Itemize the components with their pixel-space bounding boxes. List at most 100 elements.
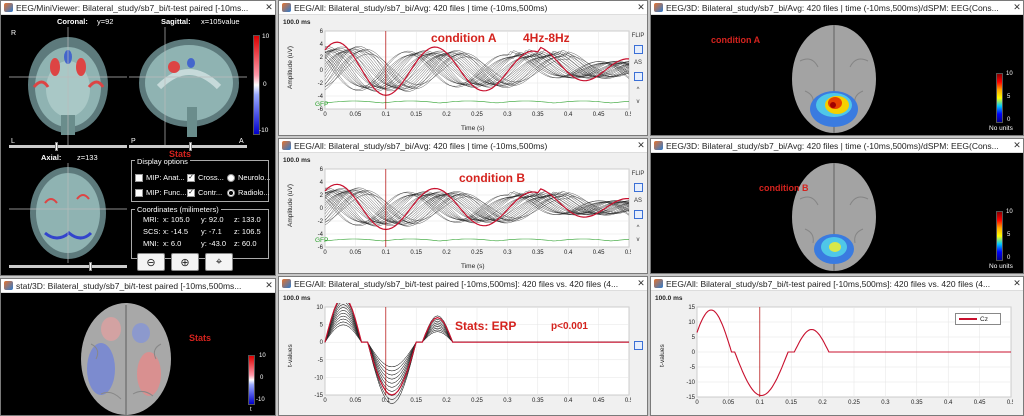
brain-render-a[interactable] [785,21,883,136]
x-tick-label: 0 [695,400,699,406]
brain-condition-a-window: EEG/3D: Bilateral_study/sb7_bi/Avg: 420 … [650,0,1024,136]
mip-anatomy-option[interactable]: MIP: Anat... [135,173,185,182]
scale-down-button[interactable]: v [636,237,640,243]
x-axis-label: Time (s) [461,125,485,132]
y-tick-label: -2 [318,219,324,225]
window-titlebar[interactable]: EEG/All: Bilateral_study/sb7_bi/Avg: 420… [279,139,647,153]
neurological-option[interactable]: Neurolo... [227,173,271,182]
close-icon[interactable]: ✕ [637,2,645,12]
close-icon[interactable]: ✕ [265,2,273,12]
zoom-out-button[interactable]: ⊖ [137,253,165,271]
flip-button[interactable]: FLIP [631,171,645,177]
contour-option[interactable]: ✓ Contr... [187,188,223,197]
window-titlebar[interactable]: EEG/All: Bilateral_study/sb7_bi/t-test p… [651,277,1023,291]
units-label: No units [989,263,1013,270]
window-titlebar[interactable]: EEG/3D: Bilateral_study/sb7_bi/Avg: 420 … [651,139,1023,153]
sagittal-slider[interactable] [129,142,247,151]
crosshair-option[interactable]: ✓ Cross... [187,173,224,182]
toggle-button[interactable] [633,210,643,219]
zoom-in-button[interactable]: ⊕ [171,253,199,271]
colorbar-zero: 0 [263,81,267,88]
window-titlebar[interactable]: stat/3D: Bilateral_study/sb7_bi/t-test p… [1,279,275,293]
close-icon[interactable]: ✕ [1013,2,1021,12]
x-tick-label: 0 [323,398,327,404]
gfp-trace [324,238,630,242]
stat-brain-render[interactable] [71,299,181,416]
toggle-button[interactable] [633,183,643,192]
x-tick-label: 0.2 [818,400,827,406]
colorbar-max: 10 [262,33,270,40]
close-icon[interactable]: ✕ [637,278,645,288]
stats-annotation: Stats: ERP [455,319,517,333]
close-icon[interactable]: ✕ [1013,140,1021,150]
erp-plot-a[interactable]: 0 0.05 0.1 0.15 0.2 0.25 0.3 0.35 0.4 0.45 0.5 6 4 2 0… [311,27,631,119]
window-title: EEG/All: Bilateral_study/sb7_bi/Avg: 420… [294,140,548,151]
x-tick-label: 0.4 [944,400,953,406]
channel-trace [324,190,630,225]
y-axis-label: Amplitude (uV) [287,184,294,227]
window-titlebar[interactable]: EEG/3D: Bilateral_study/sb7_bi/Avg: 420 … [651,1,1023,15]
app-icon [654,3,663,12]
gfp-trace [324,100,630,104]
zoom-in-icon: ⊕ [180,256,190,269]
y-axis-label: t-values [287,344,294,367]
erp-plot-b[interactable]: 0 0.05 0.1 0.15 0.2 0.25 0.3 0.35 0.4 0.45 0.5 6 4 2 0… [311,165,631,257]
autoscale-button[interactable]: AS [633,198,642,204]
toggle-button[interactable] [633,45,643,54]
x-tick-label: 0.05 [350,398,362,404]
channel-trace [324,187,630,227]
x-tick-label: 0.5 [625,112,631,118]
app-icon [282,279,291,288]
sagittal-value: x=105value [201,17,240,26]
scale-down-button[interactable]: v [636,99,640,105]
autoscale-button[interactable]: AS [633,60,642,66]
gfp-label: GFP [315,101,329,108]
mip-functional-option[interactable]: MIP: Func... [135,188,186,197]
y-tick-label: 0 [692,350,696,356]
window-title: EEG/All: Bilateral_study/sb7_bi/Avg: 420… [294,2,548,13]
crosshair-center-button[interactable]: ⌖ [205,253,233,271]
window-title: EEG/MiniViewer: Bilateral_study/sb7_bi/t… [16,2,249,13]
x-tick-label: 0.1 [756,400,765,406]
y-tick-label: 2 [320,55,324,61]
toggle-button[interactable] [633,341,643,350]
mri-x: x: 105.0 [163,215,190,224]
axial-title: Axial: [41,153,62,162]
x-tick-label: 0.3 [503,250,512,256]
y-tick-label: -4 [318,232,324,238]
app-icon [282,141,291,150]
axial-slice[interactable] [9,163,127,263]
x-tick-label: 0.45 [974,400,986,406]
highlight-trace [324,41,629,96]
close-icon[interactable]: ✕ [637,140,645,150]
window-titlebar[interactable]: EEG/MiniViewer: Bilateral_study/sb7_bi/t… [1,1,275,15]
plot-toolbar [631,341,645,350]
close-icon[interactable]: ✕ [265,280,273,290]
window-title: EEG/3D: Bilateral_study/sb7_bi/Avg: 420 … [666,2,999,13]
channel-trace [324,191,630,224]
brain-render-b[interactable] [785,159,883,274]
x-tick-label: 0.5 [625,398,631,404]
ttest-plot[interactable]: 0 0.05 0.1 0.15 0.2 0.25 0.3 0.35 0.4 0.45 0.5 10 5 0… [311,303,631,405]
x-tick-label: 0.35 [911,400,923,406]
coronal-slider[interactable] [9,142,127,151]
axial-slider[interactable] [9,262,127,271]
scale-up-button[interactable]: ^ [636,225,640,231]
coronal-slice[interactable]: RL [9,27,127,145]
window-titlebar[interactable]: EEG/All: Bilateral_study/sb7_bi/t-test p… [279,277,647,291]
axial-value: z=133 [77,153,98,162]
close-icon[interactable]: ✕ [1013,278,1021,288]
svg-text:L: L [11,138,15,145]
condition-annotation: condition B [459,171,525,185]
channel-trace [324,51,630,90]
radiological-option[interactable]: Radiolo... [227,188,270,197]
toggle-button[interactable] [633,72,643,81]
flip-button[interactable]: FLIP [631,33,645,39]
zoom-out-icon: ⊖ [146,256,156,269]
time-cursor-label: 100.0 ms [283,295,311,302]
window-titlebar[interactable]: EEG/All: Bilateral_study/sb7_bi/Avg: 420… [279,1,647,15]
display-options-group [131,160,269,202]
channel-trace [324,50,630,89]
scale-up-button[interactable]: ^ [636,87,640,93]
